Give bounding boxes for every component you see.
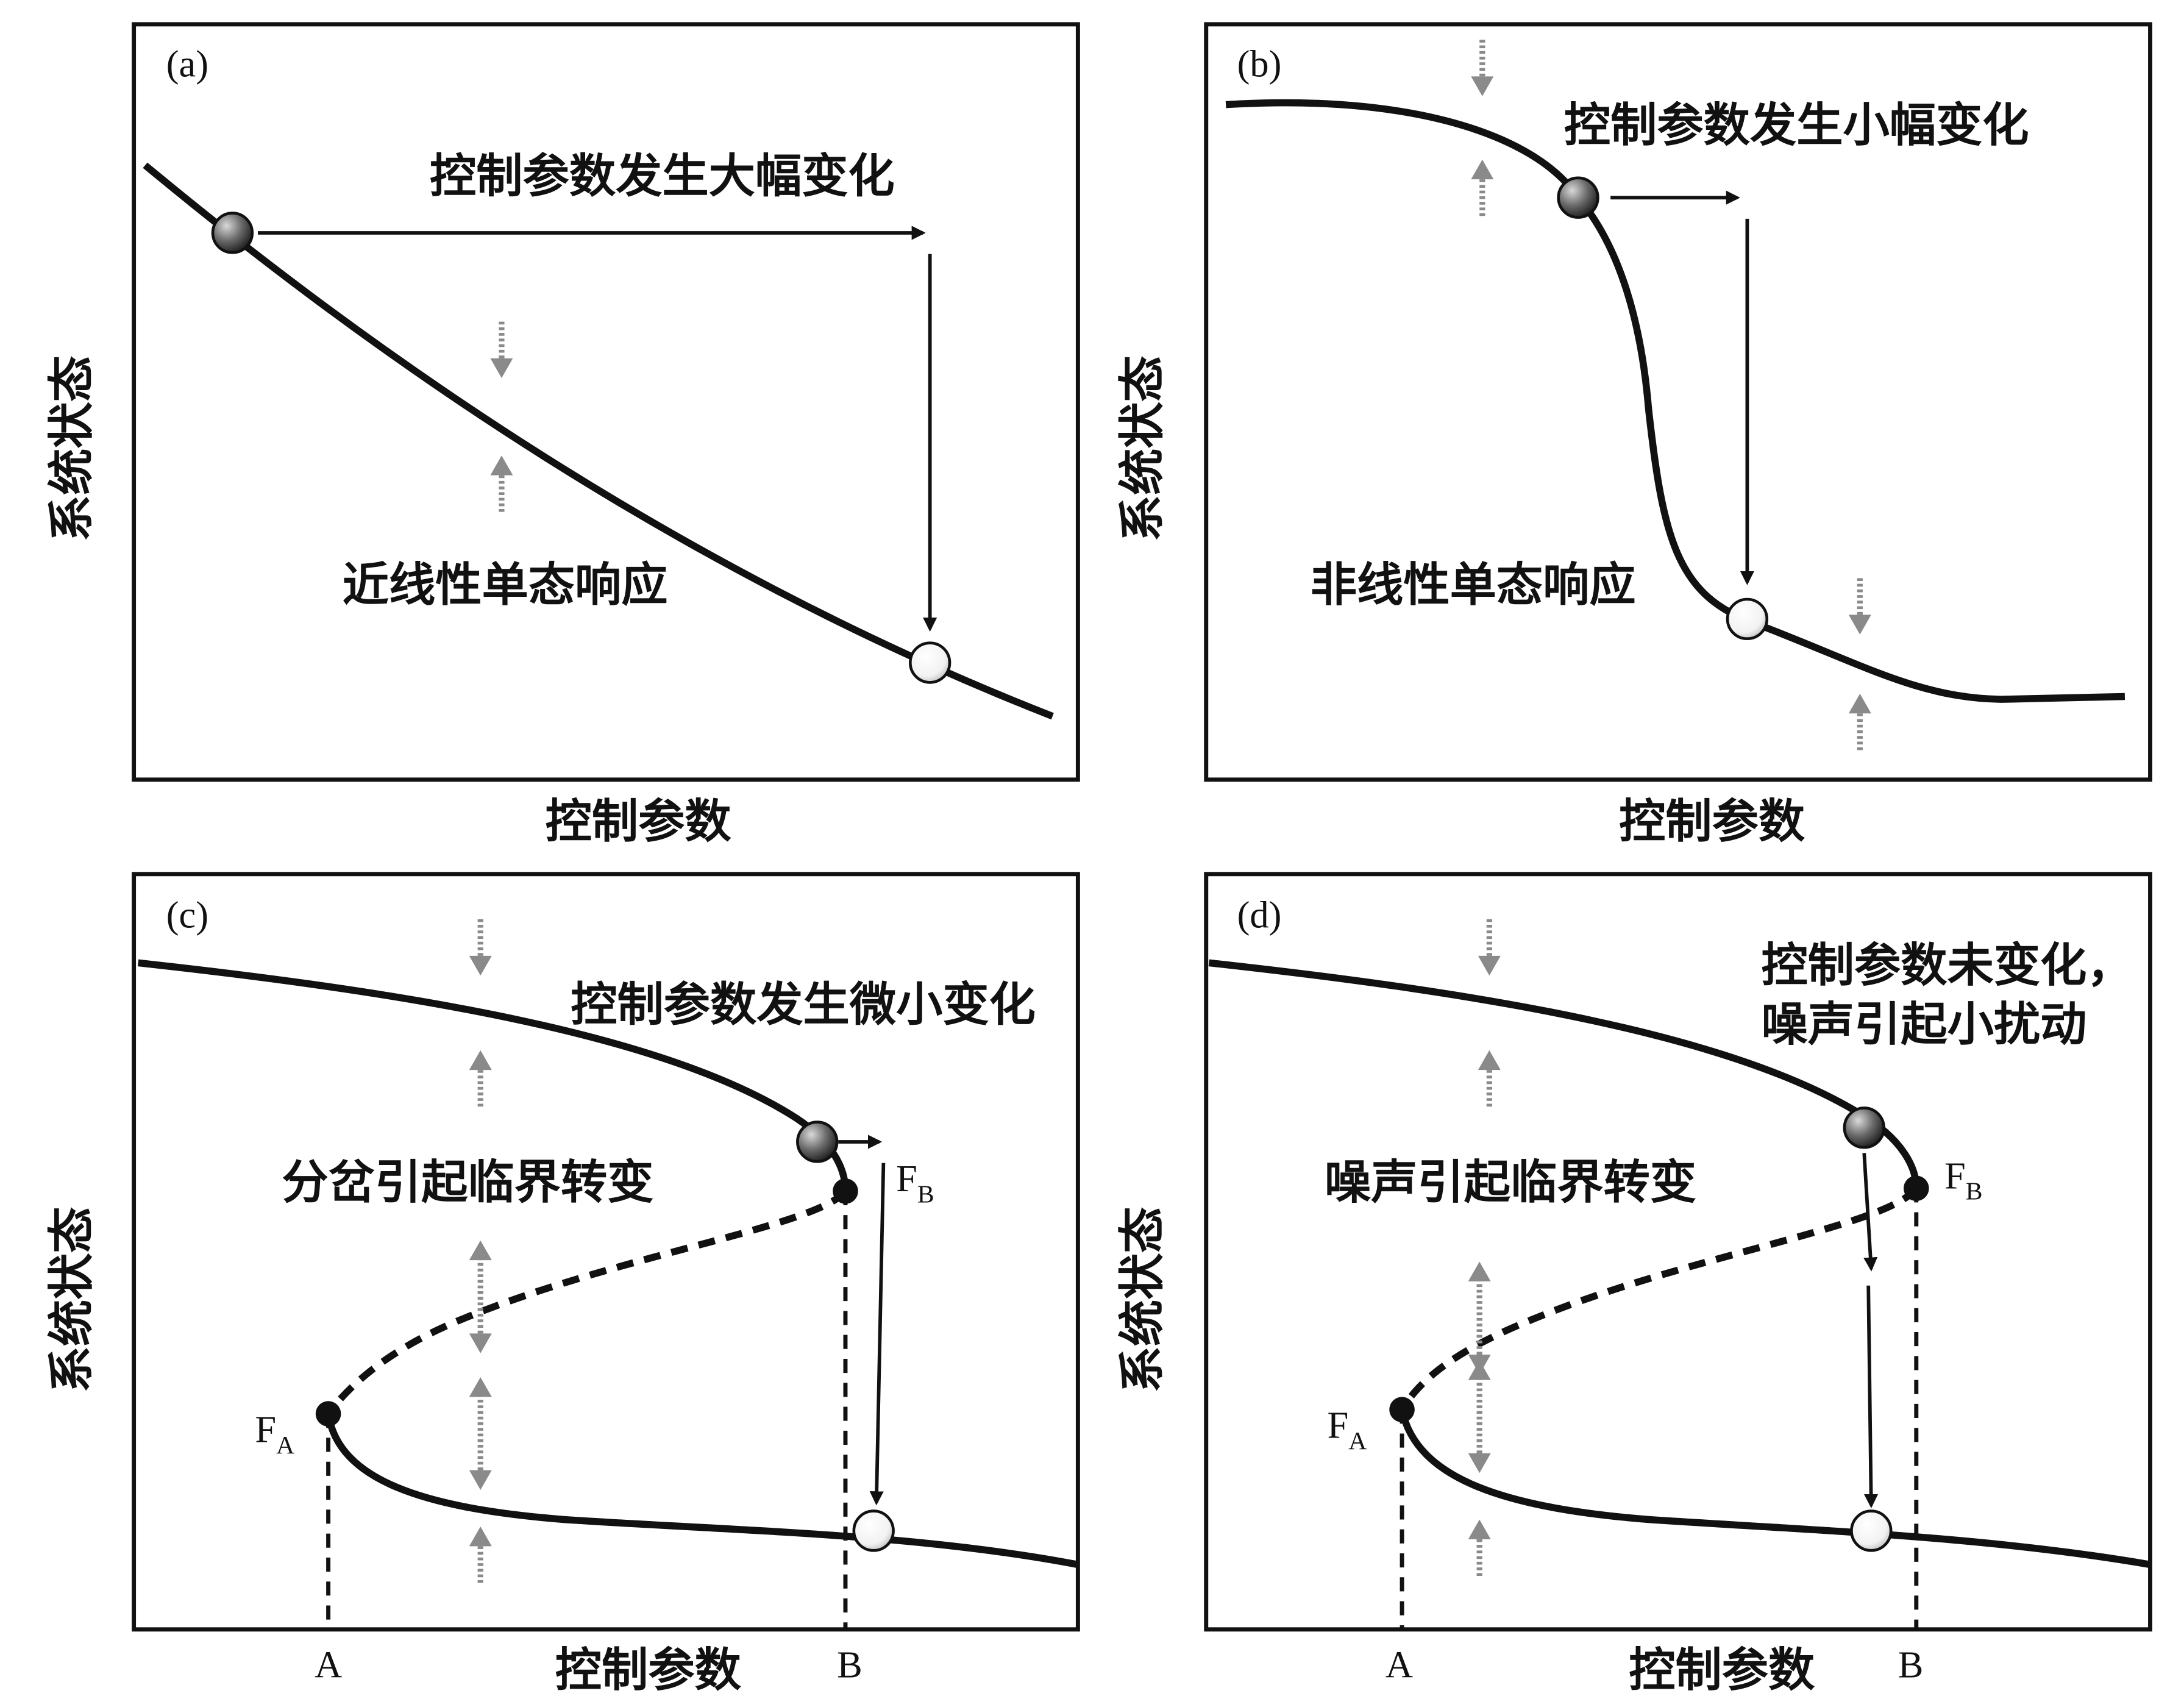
panel-c-lower-stable-branch (324, 1413, 1079, 1569)
panel-c-noise-down-arrow (469, 919, 492, 975)
panel-d-tick-a: A (1385, 1644, 1413, 1686)
panel-d-upper-stable-branch (1208, 959, 1920, 1189)
panel-b-noise-down-arrow-top (1471, 40, 1493, 96)
panel-c-final-state (852, 1509, 895, 1552)
panel-c-x-label: 控制参数 (555, 1642, 742, 1696)
panel-a-noise-down-arrow (490, 322, 513, 378)
panel-d-lower-stable-branch (1398, 1409, 2151, 1569)
panel-b-initial-state (1557, 176, 1599, 219)
panel-d-title-line2: 噪声引起小扰动 (1762, 997, 2087, 1052)
panel-d-noise-down-arrow (1478, 919, 1501, 975)
panel-c-y-label: 系统状态 (44, 1206, 98, 1392)
panel-d-tick-b: B (1898, 1644, 1924, 1686)
panel-d-noise-kick-arrow (1862, 1153, 1878, 1272)
panel-c: (c) 控制参数发生微小变化 分岔引起临界转变 FB FA A B 系统状态 控… (44, 872, 1080, 1696)
panel-d-bifurcation-point-fa (1389, 1397, 1415, 1422)
panel-a-tag: (a) (166, 43, 208, 85)
panel-c-bifurcation-point-fb (833, 1178, 858, 1204)
panel-d: (d) 控制参数未变化， 噪声引起小扰动 噪声引起临界转变 FB FA A B … (1115, 872, 2152, 1696)
panel-d-fb-label: FB (1944, 1155, 1982, 1205)
panel-c-fa-label: FA (255, 1408, 294, 1458)
panel-c-bifurcation-point-fa (315, 1401, 341, 1427)
panel-d-noise-double-arrow-lower (1468, 1360, 1491, 1473)
panel-b-response-curve (1225, 99, 2125, 703)
panel-c-initial-state (796, 1121, 839, 1163)
panel-b-noise-up-arrow-bottom (1849, 694, 1871, 750)
panel-b-x-label: 控制参数 (1619, 794, 1805, 849)
panel-d-caption: 噪声引起临界转变 (1325, 1155, 1696, 1209)
panel-d-fa-label-main: F (1328, 1404, 1349, 1446)
panel-c-state-drop-arrow (869, 1163, 886, 1506)
panel-d-unstable-branch (1399, 1186, 1919, 1412)
panel-d-x-label: 控制参数 (1629, 1642, 1815, 1696)
panel-c-tick-a: A (315, 1644, 342, 1686)
panel-b: (b) 控制参数发生小幅变化 非线性单态响应 系统状态 控制参数 (1115, 22, 2152, 849)
panel-d-y-label: 系统状态 (1115, 1206, 1169, 1392)
panel-d-frame (1204, 872, 2152, 1632)
panel-d-initial-state (1843, 1106, 1885, 1149)
panel-c-frame (132, 872, 1080, 1632)
panel-d-tag: (d) (1237, 894, 1282, 936)
panel-c-caption: 分岔引起临界转变 (282, 1155, 653, 1209)
panel-d-noise-double-arrow-upper (1468, 1261, 1491, 1374)
panel-d-fa-label: FA (1328, 1404, 1367, 1454)
panel-c-noise-up-arrow-bottom (469, 1527, 492, 1583)
panel-d-noise-up-arrow (1478, 1050, 1501, 1106)
panel-b-title: 控制参数发生小幅变化 (1564, 98, 2029, 152)
panel-a-caption: 近线性单态响应 (343, 557, 668, 611)
panel-d-bifurcation-point-fb (1903, 1175, 1929, 1202)
panel-a-final-state (908, 641, 951, 684)
panel-a: (a) 控制参数发生大幅变化 近线性单态响应 系统状态 控制参数 (44, 22, 1080, 849)
panel-c-fa-label-main: F (255, 1408, 276, 1450)
panel-c-noise-up-arrow (469, 1050, 492, 1106)
panel-d-noise-up-arrow-bottom (1468, 1519, 1491, 1575)
panel-a-y-label: 系统状态 (44, 355, 98, 541)
panel-d-fb-label-sub: B (1966, 1177, 1983, 1205)
panel-c-noise-double-arrow-upper (469, 1241, 492, 1353)
panel-a-initial-state (211, 212, 254, 254)
panel-b-noise-up-arrow-top (1471, 160, 1493, 216)
panel-c-tag: (c) (166, 894, 208, 936)
panel-c-tick-b: B (837, 1644, 863, 1686)
panel-d-state-drop-arrow (1864, 1285, 1879, 1508)
panel-c-noise-double-arrow-lower (469, 1377, 492, 1490)
panel-c-fb-label-sub: B (917, 1180, 934, 1208)
panel-c-fb-label-main: F (896, 1158, 917, 1200)
panel-d-title-line1: 控制参数未变化， (1762, 938, 2133, 992)
panel-a-x-label: 控制参数 (546, 794, 732, 849)
panel-a-noise-up-arrow (490, 455, 513, 511)
panel-c-unstable-branch (325, 1188, 848, 1416)
panel-b-y-label: 系统状态 (1115, 355, 1169, 541)
panel-d-fb-label-main: F (1944, 1155, 1966, 1197)
panel-a-title: 控制参数发生大幅变化 (430, 149, 895, 203)
panel-c-title: 控制参数发生微小变化 (571, 977, 1036, 1031)
panel-b-tag: (b) (1237, 43, 1282, 85)
panel-b-final-state (1726, 597, 1769, 641)
panel-c-fb-label: FB (896, 1158, 934, 1208)
panel-a-frame (132, 22, 1080, 782)
panel-b-frame (1204, 22, 2152, 782)
panel-a-response-curve (143, 162, 1054, 720)
panel-b-noise-down-arrow-bottom (1849, 578, 1871, 634)
panel-d-final-state (1850, 1509, 1893, 1552)
panel-c-fa-label-sub: A (276, 1431, 294, 1459)
panel-b-caption: 非线性单态响应 (1311, 557, 1636, 611)
panel-d-fa-label-sub: A (1348, 1427, 1367, 1455)
